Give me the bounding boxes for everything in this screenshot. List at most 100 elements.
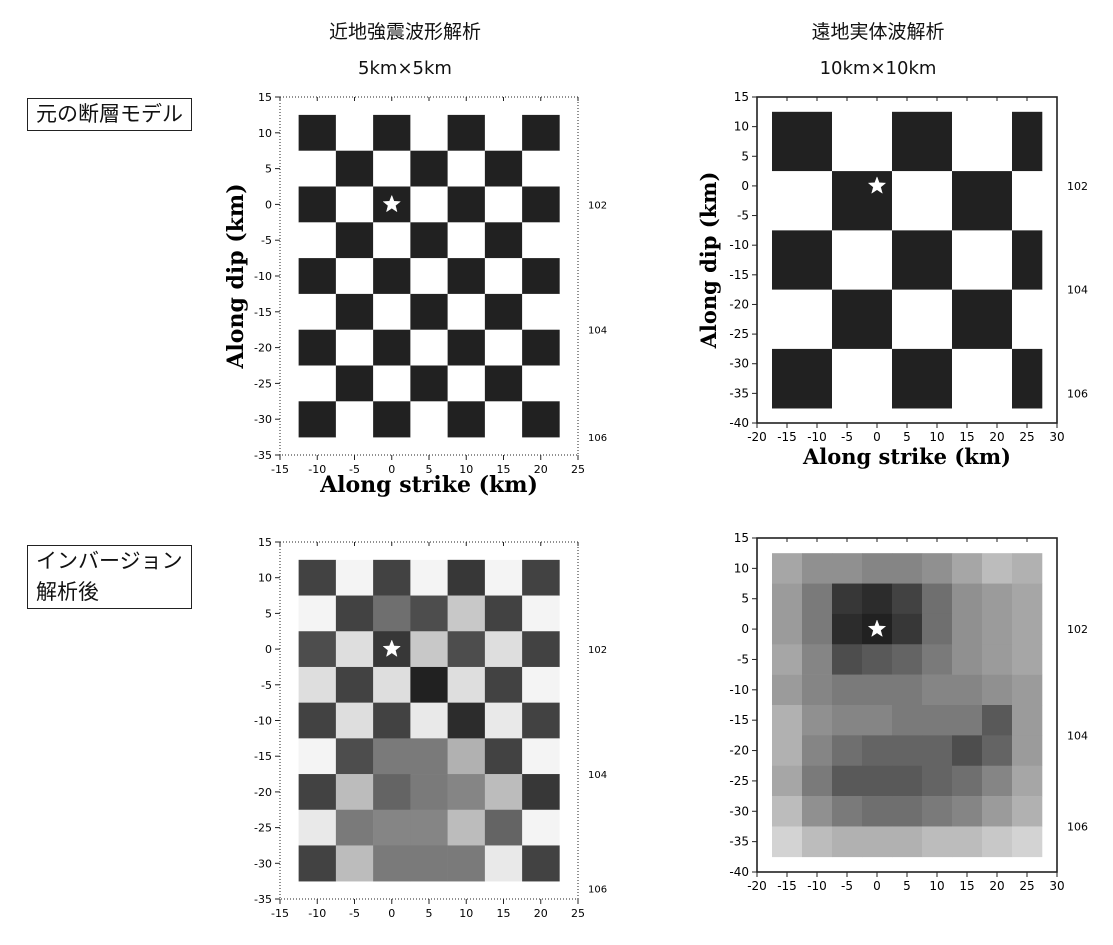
y-tick-label: -35 xyxy=(729,386,749,400)
right-tick-label: 106 xyxy=(1067,387,1088,400)
x-tick-label: 10 xyxy=(459,463,473,476)
x-tick-label: -5 xyxy=(841,879,853,893)
slip-cell xyxy=(298,258,337,295)
slip-cell xyxy=(410,365,448,402)
slip-cell xyxy=(298,631,337,668)
slip-cell xyxy=(832,735,863,767)
y-tick-label: 10 xyxy=(258,572,272,585)
slip-cell xyxy=(952,583,983,615)
slip-cell xyxy=(862,583,893,615)
slip-cell xyxy=(298,595,337,632)
slip-cell xyxy=(892,583,923,615)
slip-cell xyxy=(862,674,893,706)
slip-cell xyxy=(952,644,983,675)
slip-cell xyxy=(772,583,803,615)
y-tick-label: 15 xyxy=(734,90,749,104)
slip-cell xyxy=(335,293,374,330)
y-tick-label: -15 xyxy=(254,306,272,319)
x-tick-label: 10 xyxy=(929,430,944,444)
slip-cell xyxy=(484,845,523,882)
slip-cell xyxy=(335,845,374,882)
slip-cell xyxy=(522,631,560,668)
slip-cell xyxy=(335,329,374,366)
slip-cell xyxy=(1012,111,1043,172)
slip-cell xyxy=(410,186,448,223)
slip-cell xyxy=(410,738,448,775)
y-tick-label: -25 xyxy=(254,822,272,835)
x-tick-label: -10 xyxy=(308,463,326,476)
x-axis-title: Along strike (km) xyxy=(802,444,1011,469)
slip-cell xyxy=(335,114,374,151)
slip-cell xyxy=(952,826,983,858)
slip-cell xyxy=(922,705,953,736)
right-tick-label: 102 xyxy=(588,200,607,211)
slip-cell xyxy=(772,826,803,858)
y-tick-label: -20 xyxy=(729,297,749,311)
hypocenter-star-icon xyxy=(382,639,401,657)
slip-cell xyxy=(922,553,953,584)
slip-cell xyxy=(410,150,448,187)
slip-cell xyxy=(862,765,893,797)
y-tick-label: -5 xyxy=(737,652,749,666)
slip-cell xyxy=(484,293,523,330)
slip-cell xyxy=(447,809,486,846)
slip-cell xyxy=(522,774,560,811)
slip-cell xyxy=(373,809,411,846)
slip-cell xyxy=(832,583,863,615)
y-tick-label: -10 xyxy=(254,715,272,728)
x-tick-label: 10 xyxy=(459,907,473,920)
slip-cell xyxy=(522,329,560,366)
slip-cell xyxy=(952,705,983,736)
x-tick-label: -5 xyxy=(349,907,360,920)
y-tick-label: 5 xyxy=(741,592,749,606)
slip-cell xyxy=(1012,171,1043,231)
slip-cell xyxy=(484,329,523,366)
slip-cell xyxy=(298,845,337,882)
slip-cell xyxy=(410,666,448,703)
slip-cell xyxy=(802,644,833,675)
slip-cell xyxy=(373,150,411,187)
slip-cell xyxy=(410,595,448,632)
slip-cell xyxy=(802,553,833,584)
slip-cell xyxy=(1012,553,1043,584)
slip-cell xyxy=(484,401,523,438)
slip-cell xyxy=(922,735,953,767)
y-tick-label: 15 xyxy=(258,91,272,104)
x-tick-label: 15 xyxy=(959,430,974,444)
slip-cell xyxy=(862,826,893,858)
slip-cell xyxy=(802,765,833,797)
slip-cell xyxy=(922,765,953,797)
slip-cell xyxy=(447,114,486,151)
slip-cell xyxy=(410,559,448,596)
slip-cell xyxy=(832,230,893,290)
slip-cell xyxy=(922,796,953,827)
x-tick-label: 0 xyxy=(388,463,395,476)
slip-cell xyxy=(832,289,893,350)
x-tick-label: -20 xyxy=(747,879,767,893)
slip-cell xyxy=(982,735,1013,767)
slip-cell xyxy=(1012,644,1043,675)
y-tick-label: -10 xyxy=(729,683,749,697)
right-tick-label: 102 xyxy=(1067,623,1088,636)
y-tick-label: 15 xyxy=(258,536,272,549)
slip-cell xyxy=(335,702,374,739)
slip-cell xyxy=(862,735,893,767)
slip-cell xyxy=(1012,826,1043,858)
slip-cell xyxy=(802,583,833,615)
slip-cell xyxy=(772,735,803,767)
slip-cell xyxy=(772,348,833,409)
slip-cell xyxy=(298,666,337,703)
x-tick-label: 10 xyxy=(929,879,944,893)
right-tick-label: 106 xyxy=(1067,820,1088,833)
y-tick-label: 5 xyxy=(265,163,272,176)
x-tick-label: 5 xyxy=(426,907,433,920)
y-tick-label: 10 xyxy=(258,127,272,140)
slip-cell xyxy=(832,796,863,827)
slip-cell xyxy=(952,171,1013,231)
x-tick-label: 25 xyxy=(1019,430,1034,444)
slip-cell xyxy=(862,796,893,827)
column-title-near-field: 近地強震波形解析 xyxy=(328,21,481,43)
